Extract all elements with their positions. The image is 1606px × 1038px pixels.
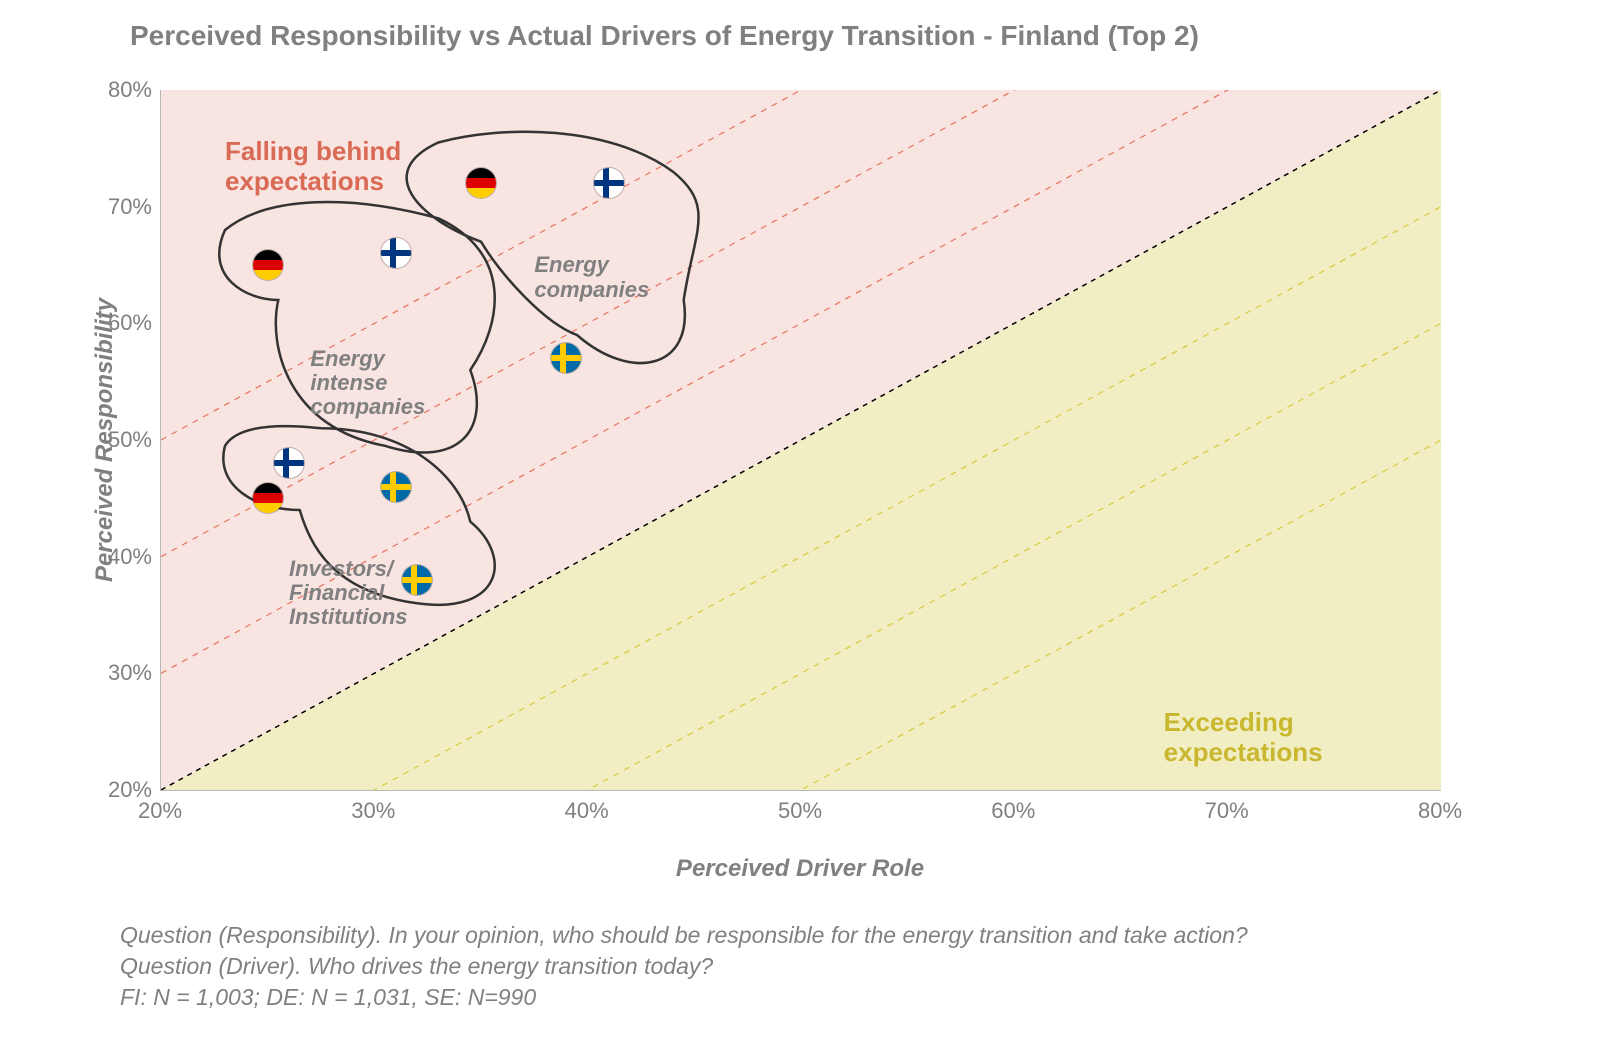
data-point-energy_intense-FI	[381, 238, 411, 268]
x-tick: 50%	[778, 798, 822, 824]
cluster-label-energy_intense: Energy intense companies	[310, 347, 425, 420]
plot-area: Energy companies Energy intense companies…	[160, 90, 1441, 791]
footnote-line: Question (Responsibility). In your opini…	[120, 920, 1248, 951]
x-tick: 40%	[565, 798, 609, 824]
y-tick: 50%	[92, 427, 152, 453]
data-point-energy_intense-SE	[381, 472, 411, 502]
x-tick: 80%	[1418, 798, 1462, 824]
y-tick: 60%	[92, 310, 152, 336]
data-point-energy_companies-DE	[466, 168, 496, 198]
quadrant-label-below: Exceedingexpectations	[1164, 708, 1323, 768]
x-tick: 70%	[1205, 798, 1249, 824]
chart-title: Perceived Responsibility vs Actual Drive…	[130, 20, 1199, 52]
y-tick: 20%	[92, 777, 152, 803]
x-tick: 30%	[351, 798, 395, 824]
cluster-label-energy_companies: Energy companies	[534, 253, 649, 301]
data-point-energy_companies-SE	[551, 343, 581, 373]
data-point-investors-FI	[274, 448, 304, 478]
footnote-line: FI: N = 1,003; DE: N = 1,031, SE: N=990	[120, 982, 1248, 1013]
y-tick: 30%	[92, 660, 152, 686]
y-tick: 40%	[92, 544, 152, 570]
x-tick: 60%	[991, 798, 1035, 824]
quadrant-label-above: Falling behindexpectations	[225, 137, 401, 197]
plot-overlay: Energy companies Energy intense companies…	[161, 90, 1441, 790]
data-point-energy_intense-DE	[253, 250, 283, 280]
cluster-label-investors: Investors/ Financial Institutions	[289, 557, 408, 630]
footnote-line: Question (Driver). Who drives the energy…	[120, 951, 1248, 982]
x-axis-label: Perceived Driver Role	[676, 855, 924, 883]
y-tick: 80%	[92, 77, 152, 103]
chart-footnotes: Question (Responsibility). In your opini…	[120, 920, 1248, 1013]
y-tick: 70%	[92, 194, 152, 220]
data-point-investors-DE	[253, 483, 283, 513]
data-point-energy_companies-FI	[594, 168, 624, 198]
